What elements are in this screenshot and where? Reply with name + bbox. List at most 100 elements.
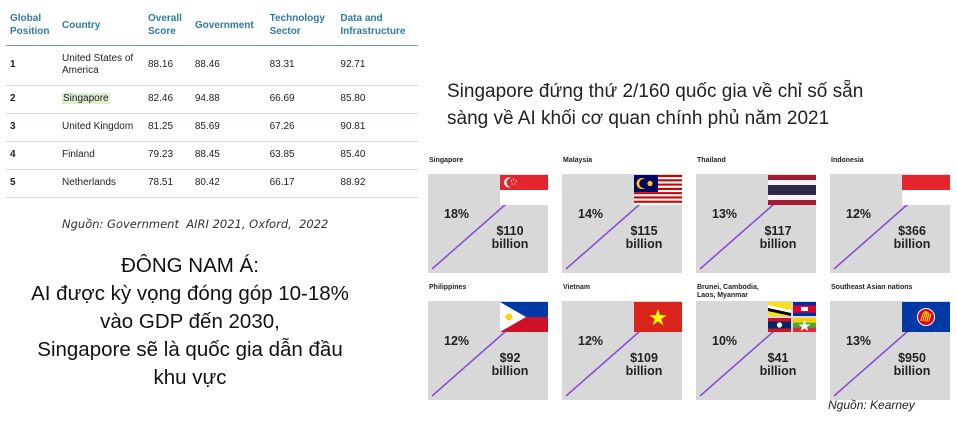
gdp-amount: $109 billion bbox=[614, 352, 674, 378]
gdp-amount: $92 billion bbox=[480, 352, 540, 378]
growth-slash-icon bbox=[565, 203, 641, 270]
amount-unit: billion bbox=[759, 364, 797, 378]
country-tile: Brunei, Cambodia, Laos, Myanmar 10% $41 … bbox=[696, 282, 816, 400]
growth-slash-icon bbox=[833, 330, 909, 397]
growth-slash-icon bbox=[431, 203, 507, 270]
gdp-amount: $115 billion bbox=[614, 225, 674, 251]
growth-slash-icon bbox=[699, 203, 775, 270]
col-header: Global Position bbox=[6, 6, 58, 46]
technology-cell: 67.26 bbox=[265, 113, 337, 142]
headline: Singapore đứng thứ 2/160 quốc gia về chỉ… bbox=[447, 78, 947, 132]
country-name: Philippines bbox=[429, 284, 467, 291]
col-header: Technology Sector bbox=[265, 6, 337, 46]
amount-unit: billion bbox=[491, 364, 529, 378]
country-tile: Thailand 13% $117 billion bbox=[696, 155, 816, 273]
gdp-share: 12% bbox=[578, 334, 604, 348]
headline-line: Singapore đứng thứ 2/160 quốc gia về chỉ… bbox=[447, 81, 864, 102]
government-cell: 85.69 bbox=[190, 113, 266, 142]
amount-unit: billion bbox=[759, 237, 797, 251]
country-cell: United Kingdom bbox=[58, 113, 144, 142]
summary-heading: ĐÔNG NAM Á: bbox=[121, 254, 259, 277]
kearney-source-note: Nguồn: Kearney bbox=[828, 398, 915, 412]
gdp-share: 18% bbox=[444, 207, 470, 221]
country-tile: Singapore 18% $110 billion bbox=[428, 155, 548, 273]
col-header: Overall Score bbox=[144, 6, 191, 46]
summary-line: AI được kỳ vọng đóng góp 10-18% bbox=[31, 282, 349, 305]
amount-value: $110 bbox=[496, 224, 524, 238]
thailand-flag bbox=[768, 175, 816, 205]
government-cell: 88.45 bbox=[190, 141, 266, 170]
overall-score-cell: 79.23 bbox=[144, 141, 191, 170]
country-tile: Vietnam 12% $109 billion bbox=[562, 282, 682, 400]
vietnam-flag bbox=[634, 302, 682, 332]
country-cell: Singapore bbox=[58, 85, 144, 114]
southeast-asia-summary: ĐÔNG NAM Á: AI được kỳ vọng đóng góp 10-… bbox=[0, 252, 380, 392]
gdp-share: 10% bbox=[712, 334, 738, 348]
col-header: Country bbox=[58, 6, 144, 46]
country-tile: Philippines 12% $92 billion bbox=[428, 282, 548, 400]
position-cell: 2 bbox=[6, 85, 58, 114]
amount-unit: billion bbox=[893, 237, 931, 251]
country-tiles-grid: Singapore 18% $110 billion Malaysia 14% … bbox=[428, 155, 952, 400]
country-name: Singapore bbox=[429, 157, 464, 164]
gdp-share: 14% bbox=[578, 207, 604, 221]
data-infrastructure-cell: 90.81 bbox=[336, 113, 418, 142]
indonesia-flag bbox=[902, 175, 950, 205]
col-header: Data and Infrastructure bbox=[336, 6, 418, 46]
table-row: 5 Netherlands 78.51 80.42 66.17 88.92 bbox=[6, 169, 418, 198]
table-row: 3 United Kingdom 81.25 85.69 67.26 90.81 bbox=[6, 113, 418, 142]
amount-value: $366 bbox=[898, 224, 926, 238]
malaysia-flag bbox=[634, 175, 682, 205]
brunei-cambodia-laos-myanmar-flags bbox=[768, 302, 816, 332]
singapore-flag bbox=[500, 175, 548, 205]
country-tile: Malaysia 14% $115 billion bbox=[562, 155, 682, 273]
ranking-table: Global Position Country Overall Score Go… bbox=[6, 6, 418, 198]
country-tile: Indonesia 12% $366 billion bbox=[830, 155, 950, 273]
data-infrastructure-cell: 92.71 bbox=[336, 45, 418, 86]
amount-unit: billion bbox=[625, 237, 663, 251]
overall-score-cell: 88.16 bbox=[144, 45, 191, 86]
gdp-amount: $950 billion bbox=[882, 352, 942, 378]
col-header: Government bbox=[190, 6, 266, 46]
table-row: 4 Finland 79.23 88.45 63.85 85.40 bbox=[6, 141, 418, 170]
country-name: Malaysia bbox=[563, 157, 593, 164]
country-cell: Finland bbox=[58, 141, 144, 170]
data-infrastructure-cell: 85.40 bbox=[336, 141, 418, 170]
amount-value: $41 bbox=[767, 351, 789, 365]
overall-score-cell: 81.25 bbox=[144, 113, 191, 142]
amount-value: $117 bbox=[764, 224, 792, 238]
country-cell: United States of America bbox=[58, 45, 144, 86]
position-cell: 1 bbox=[6, 45, 58, 86]
table-source-note: Nguồn: Government AIRI 2021, Oxford, 202… bbox=[62, 217, 329, 231]
philippines-flag bbox=[500, 302, 548, 332]
government-cell: 80.42 bbox=[190, 169, 266, 198]
table-row: 1 United States of America 88.16 88.46 83.31… bbox=[6, 45, 418, 86]
growth-slash-icon bbox=[565, 330, 641, 397]
highlighted-country: Singapore bbox=[62, 93, 110, 104]
table-row: 2 Singapore 82.46 94.88 66.69 85.80 bbox=[6, 85, 418, 114]
tile-box: 10% $41 billion bbox=[696, 301, 816, 400]
country-name: Southeast Asian nations bbox=[831, 284, 913, 291]
gdp-amount: $110 billion bbox=[480, 225, 540, 251]
amount-unit: billion bbox=[893, 364, 931, 378]
data-infrastructure-cell: 85.80 bbox=[336, 85, 418, 114]
country-name: Thailand bbox=[697, 157, 726, 164]
technology-cell: 66.69 bbox=[265, 85, 337, 114]
data-infrastructure-cell: 88.92 bbox=[336, 169, 418, 198]
gdp-share: 13% bbox=[846, 334, 872, 348]
summary-line: Singapore sẽ là quốc gia dẫn đầu bbox=[37, 338, 343, 361]
gdp-amount: $117 billion bbox=[748, 225, 808, 251]
overall-score-cell: 82.46 bbox=[144, 85, 191, 114]
amount-value: $950 bbox=[898, 351, 926, 365]
position-cell: 4 bbox=[6, 141, 58, 170]
country-name: Indonesia bbox=[831, 157, 864, 164]
overall-score-cell: 78.51 bbox=[144, 169, 191, 198]
gdp-share: 13% bbox=[712, 207, 738, 221]
technology-cell: 63.85 bbox=[265, 141, 337, 170]
amount-unit: billion bbox=[625, 364, 663, 378]
asean-flag bbox=[902, 302, 950, 332]
gdp-share: 12% bbox=[444, 334, 470, 348]
summary-line: khu vực bbox=[153, 366, 227, 389]
country-name: Brunei, Cambodia, Laos, Myanmar bbox=[697, 284, 759, 299]
growth-slash-icon bbox=[833, 203, 909, 270]
